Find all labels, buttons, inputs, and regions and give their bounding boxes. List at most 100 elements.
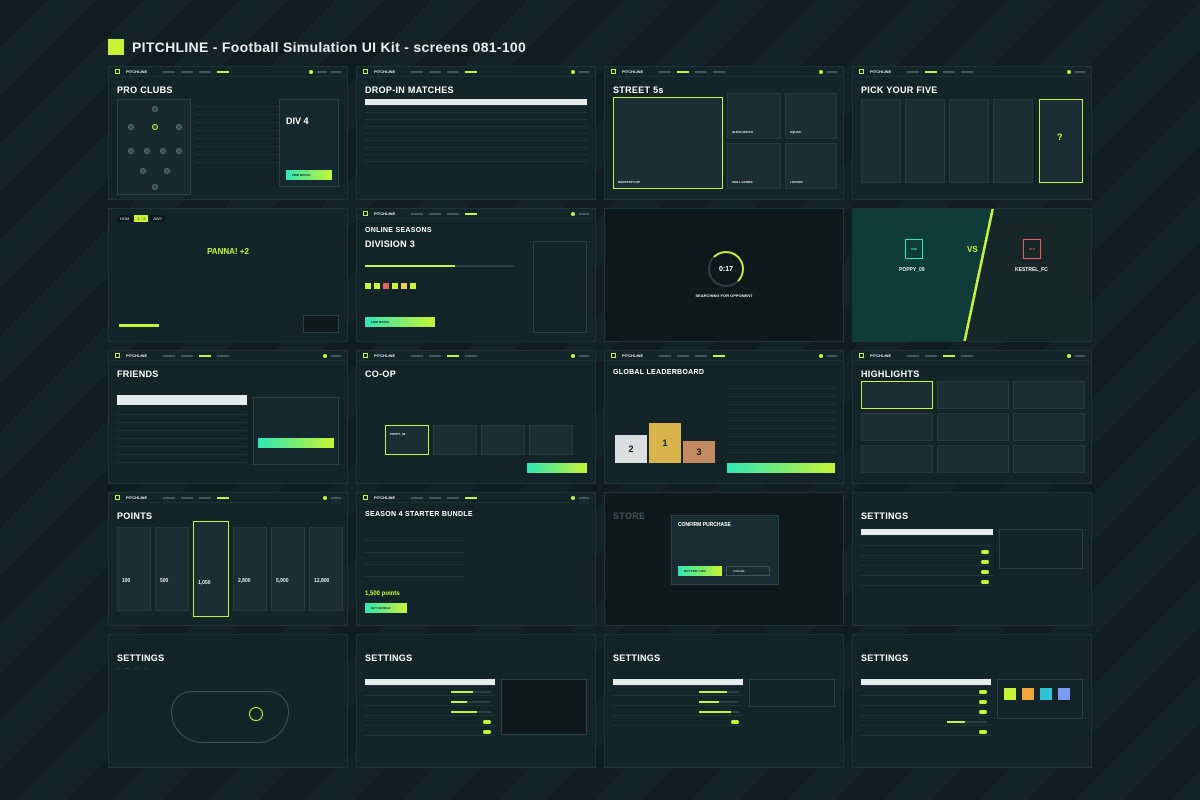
setting-row[interactable] [861, 569, 993, 576]
find-match-button[interactable]: FIND MATCH [286, 170, 332, 180]
screen-drop-in-matches[interactable]: PITCHLINE DROP-IN MATCHES [356, 66, 596, 200]
face-buttons-icon [249, 707, 263, 721]
setting-row[interactable] [861, 729, 991, 736]
setting-row-selected[interactable] [613, 679, 743, 686]
setting-row[interactable] [861, 559, 993, 566]
swatch-cyan[interactable] [1040, 688, 1052, 700]
highlight-clip[interactable] [937, 445, 1009, 473]
screen-pro-clubs[interactable]: PITCHLINE PRO CLUBS DIV 4 FIND MATCH [108, 66, 348, 200]
screen-title: STORE [613, 511, 646, 521]
top-nav: PITCHLINE [605, 351, 843, 361]
mode-tile-label: SKILL GAMES [732, 180, 753, 184]
setting-slider[interactable] [613, 689, 743, 696]
friend-row-selected[interactable] [117, 395, 247, 405]
away-crest-icon: KLV [1023, 239, 1041, 259]
gamepad-diagram-icon [171, 691, 289, 743]
highlight-clip[interactable] [861, 413, 933, 441]
setting-row[interactable] [861, 699, 991, 706]
screen-settings-gameplay[interactable]: SETTINGS [852, 492, 1092, 626]
screen-online-seasons[interactable]: PITCHLINE ONLINE SEASONS DIVISION 3 FIND… [356, 208, 596, 342]
setting-slider[interactable] [365, 689, 495, 696]
setting-slider[interactable] [613, 709, 743, 716]
setting-row[interactable] [365, 719, 495, 726]
screen-title: ONLINE SEASONS [365, 227, 432, 234]
screen-store[interactable]: STORE CONFIRM PURCHASE BUY FOR 1,500 CAN… [604, 492, 844, 626]
highlight-clip[interactable] [937, 381, 1009, 409]
highlight-clip[interactable] [1013, 413, 1085, 441]
points-pack[interactable]: 500 [155, 527, 189, 611]
home-crest-icon: HSD [905, 239, 923, 259]
screen-co-op[interactable]: PITCHLINE CO-OP POPPY_09 [356, 350, 596, 484]
points-pack[interactable]: 5,900 [271, 527, 305, 611]
setting-row[interactable] [861, 539, 993, 546]
screen-match-event[interactable]: HOM 1 - 2 AWY PANNA! +2 [108, 208, 348, 342]
setting-row-selected[interactable] [861, 679, 991, 686]
find-match-button[interactable]: FIND MATCH [365, 317, 435, 327]
screen-pick-your-five[interactable]: PITCHLINE PICK YOUR FIVE ? [852, 66, 1092, 200]
screen-searching[interactable]: 0:17 SEARCHING FOR OPPONENT [604, 208, 844, 342]
buy-bundle-button[interactable]: BUY BUNDLE [365, 603, 407, 613]
setting-row-selected[interactable] [365, 679, 495, 686]
setting-row-selected[interactable] [861, 529, 993, 536]
currency-bar [819, 69, 837, 74]
setting-row[interactable] [365, 729, 495, 736]
points-pack[interactable]: 2,800 [233, 527, 267, 611]
nav-links [411, 496, 478, 499]
points-pack[interactable]: 100 [117, 527, 151, 611]
player-slot[interactable] [433, 425, 477, 455]
mode-tile[interactable]: LOCKER [785, 143, 837, 189]
screen-street-5s[interactable]: PITCHLINE STREET 5s ROOFTOP CUP QUICK MA… [604, 66, 844, 200]
screen-highlights[interactable]: PITCHLINE HIGHLIGHTS [852, 350, 1092, 484]
currency-bar [1067, 353, 1085, 358]
screen-settings-accessibility[interactable]: SETTINGS [852, 634, 1092, 768]
mode-tile[interactable]: QUICK MATCH [727, 93, 781, 139]
screen-settings-audio[interactable]: SETTINGS [604, 634, 844, 768]
setting-row[interactable] [861, 549, 993, 556]
screen-starter-bundle[interactable]: PITCHLINE SEASON 4 STARTER BUNDLE 1,500 … [356, 492, 596, 626]
screen-settings-camera[interactable]: SETTINGS [356, 634, 596, 768]
setting-row[interactable] [861, 709, 991, 716]
highlight-clip[interactable] [1013, 445, 1085, 473]
nav-links [411, 354, 478, 357]
featured-tile[interactable]: ROOFTOP CUP [613, 97, 723, 189]
points-pack[interactable]: 12,800 [309, 527, 343, 611]
player-card[interactable] [993, 99, 1033, 183]
start-button[interactable] [527, 463, 587, 473]
mode-tile[interactable]: SQUAD [785, 93, 837, 139]
setting-row[interactable] [613, 719, 743, 726]
player-card[interactable] [861, 99, 901, 183]
top-nav: PITCHLINE [853, 67, 1091, 77]
setting-row[interactable] [861, 689, 991, 696]
highlight-clip[interactable] [937, 413, 1009, 441]
swatch-blue[interactable] [1058, 688, 1070, 700]
confirm-button[interactable]: BUY FOR 1,500 [678, 566, 722, 576]
setting-slider[interactable] [861, 719, 991, 726]
highlight-clip[interactable] [861, 381, 933, 409]
screen-points[interactable]: PITCHLINE POINTS 100 500 1,050 2,800 5,9… [108, 492, 348, 626]
screen-settings-controls[interactable]: SETTINGS — — — — [108, 634, 348, 768]
swatch-orange[interactable] [1022, 688, 1034, 700]
setting-slider[interactable] [365, 699, 495, 706]
screen-friends[interactable]: PITCHLINE FRIENDS [108, 350, 348, 484]
player-card[interactable] [949, 99, 989, 183]
squad-list [195, 99, 279, 163]
swatch-lime[interactable] [1004, 688, 1016, 700]
points-pack-selected[interactable]: 1,050 [193, 521, 229, 617]
mode-tile[interactable]: SKILL GAMES [727, 143, 781, 189]
screen-global-leaderboard[interactable]: PITCHLINE GLOBAL LEADERBOARD 2 1 3 [604, 350, 844, 484]
player-slot[interactable]: POPPY_09 [385, 425, 429, 455]
highlight-clip[interactable] [1013, 381, 1085, 409]
player-card[interactable] [905, 99, 945, 183]
setting-row[interactable] [861, 579, 993, 586]
cancel-button[interactable]: CANCEL [726, 566, 770, 576]
screen-versus[interactable]: HSD KLV VS POPPY_09 KESTREL_FC [852, 208, 1092, 342]
empty-slot[interactable] [481, 425, 525, 455]
highlight-clip[interactable] [861, 445, 933, 473]
empty-slot[interactable] [529, 425, 573, 455]
podium-first: 1 [649, 423, 681, 463]
page-title: PITCHLINE - Football Simulation UI Kit -… [132, 39, 527, 55]
setting-slider[interactable] [613, 699, 743, 706]
top-nav: PITCHLINE [109, 351, 347, 361]
mystery-player-card[interactable]: ? [1039, 99, 1083, 183]
setting-slider[interactable] [365, 709, 495, 716]
